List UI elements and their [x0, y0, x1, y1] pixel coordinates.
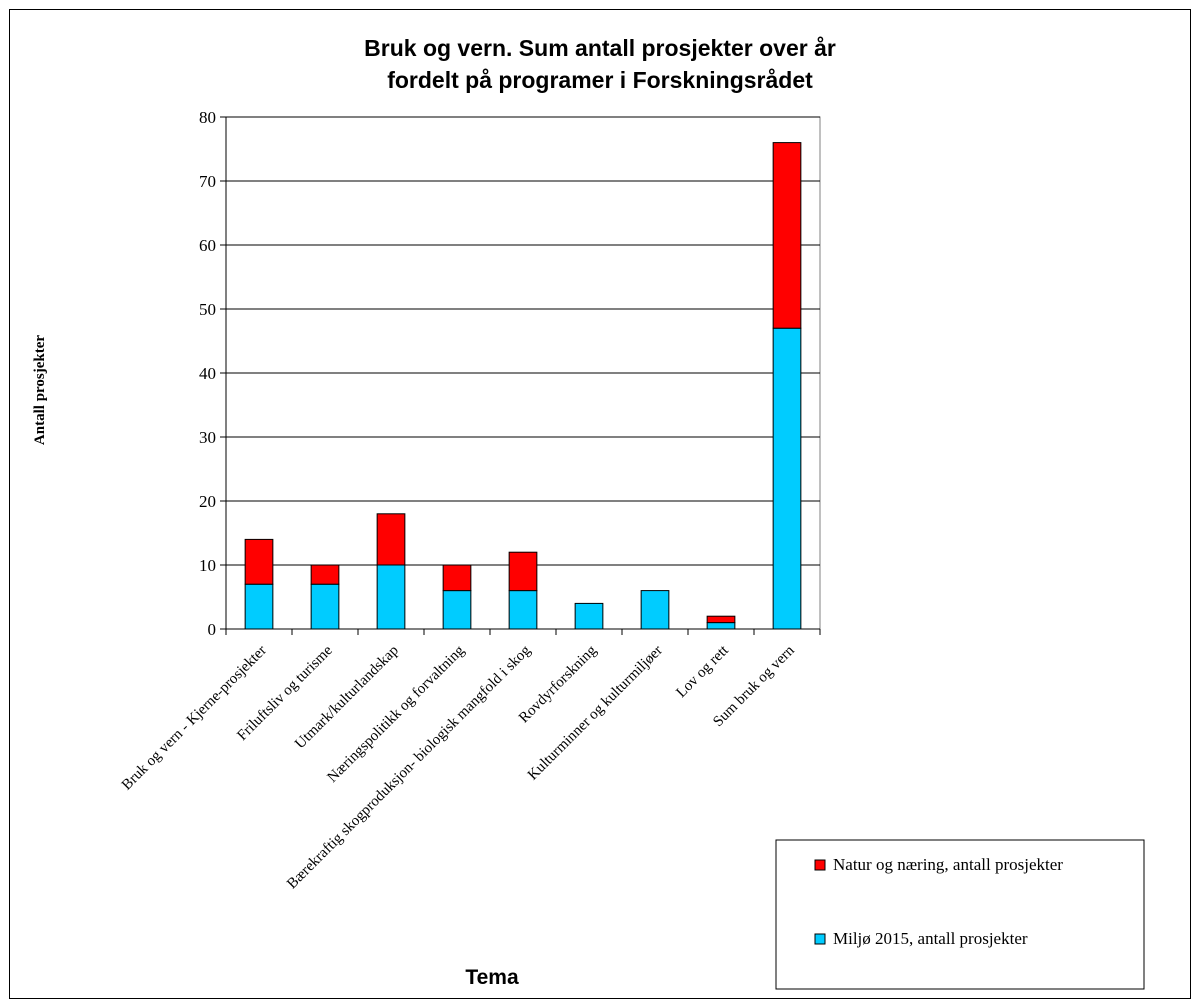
bar-segment-series-0 — [310, 583, 340, 630]
bar-segment-series-0 — [772, 327, 802, 630]
category-labels: Bruk og vern - Kjerne-prosjekterFrilufts… — [119, 642, 798, 892]
bar-segment-series-1 — [244, 538, 274, 585]
bar-segment-series-0 — [706, 622, 736, 630]
legend-entry: Miljø 2015, antall prosjekter — [833, 929, 1028, 948]
bar-segment-series-1 — [706, 615, 736, 624]
chart-title-line-2: fordelt på programer i Forskningsrådet — [387, 67, 813, 93]
y-tick-label: 70 — [199, 172, 216, 191]
legend: Natur og næring, antall prosjekter Miljø … — [775, 839, 1145, 990]
legend-swatch — [814, 933, 826, 945]
bar-segment-series-0 — [508, 590, 538, 630]
category-label: Bærekraftig skogproduksjon- biologisk ma… — [284, 642, 534, 892]
bar-segment-series-0 — [442, 590, 472, 630]
stacked-bar-chart: Bruk og vern. Sum antall prosjekter over… — [32, 35, 1145, 990]
y-tick-label: 20 — [199, 492, 216, 511]
category-label: Næringspolitikk og forvaltning — [325, 642, 469, 786]
y-tick-label: 10 — [199, 556, 216, 575]
category-label: Bruk og vern - Kjerne-prosjekter — [119, 643, 270, 794]
category-label: Lov og rett — [673, 642, 732, 701]
y-tick-label: 60 — [199, 236, 216, 255]
legend-entry: Natur og næring, antall prosjekter — [833, 855, 1063, 874]
category-label: Kulturminner og kulturmiljøer — [525, 643, 666, 784]
gridlines — [226, 116, 820, 566]
bar-segment-series-1 — [442, 564, 472, 592]
bar-segment-series-0 — [574, 602, 604, 630]
y-tick-label: 30 — [199, 428, 216, 447]
y-tick-label: 40 — [199, 364, 216, 383]
bars — [244, 142, 802, 630]
y-tick-label: 50 — [199, 300, 216, 319]
bar-segment-series-1 — [508, 551, 538, 592]
bar-segment-series-1 — [376, 513, 406, 566]
bar-segment-series-0 — [640, 590, 670, 630]
chart-title-line-1: Bruk og vern. Sum antall prosjekter over… — [364, 35, 836, 61]
bar-segment-series-1 — [772, 142, 802, 329]
y-tick-label: 80 — [199, 108, 216, 127]
legend-swatch — [814, 859, 826, 871]
bar-segment-series-0 — [376, 564, 406, 630]
y-axis-label: Antall prosjekter — [32, 335, 48, 445]
bar-segment-series-1 — [310, 564, 340, 585]
y-ticks: 0 10 20 30 40 50 60 70 80 — [199, 108, 226, 639]
chart-frame: Bruk og vern. Sum antall prosjekter over… — [9, 9, 1191, 999]
legend-box — [775, 839, 1145, 990]
y-tick-label: 0 — [208, 620, 217, 639]
x-axis-label: Tema — [465, 966, 519, 989]
x-ticks — [225, 629, 821, 635]
bar-segment-series-0 — [244, 583, 274, 630]
